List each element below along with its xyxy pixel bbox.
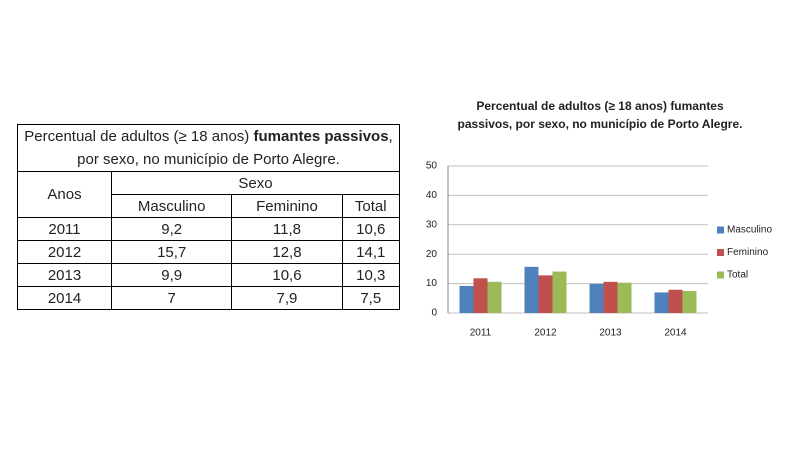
table-cell: 7,5 xyxy=(341,286,401,310)
title-part: , por sexo, no município de Porto Alegre… xyxy=(77,128,393,168)
bar xyxy=(538,275,553,313)
bar xyxy=(617,282,632,313)
bar xyxy=(603,281,618,313)
table-cell: 2014 xyxy=(17,286,112,310)
bar xyxy=(459,285,474,313)
bar xyxy=(654,292,669,313)
header-cell: Total xyxy=(341,194,401,218)
legend-swatch xyxy=(717,271,724,279)
y-tick-label: 50 xyxy=(426,161,438,172)
table-row: 2013 9,9 10,6 10,3 xyxy=(17,263,401,287)
header-cell: Masculino xyxy=(110,194,233,218)
x-tick-label: 2013 xyxy=(599,328,622,339)
table-cell: 7 xyxy=(110,286,233,310)
bar xyxy=(473,278,488,313)
legend-label: Feminino xyxy=(727,247,769,258)
table-title: Percentual de adultos (≥ 18 anos) fumant… xyxy=(17,124,400,172)
title-part: fumantes passivos xyxy=(253,128,389,145)
x-tick-label: 2011 xyxy=(470,328,492,339)
table-cell: 9,9 xyxy=(110,263,233,287)
legend-label: Masculino xyxy=(727,225,772,236)
table-cell: 10,6 xyxy=(341,217,401,241)
y-tick-label: 10 xyxy=(426,278,438,289)
table-row: 2014 7 7,9 7,5 xyxy=(17,286,401,310)
header-cell: Feminino xyxy=(231,194,343,218)
bar xyxy=(682,290,697,313)
table-row: 2012 15,7 12,8 14,1 xyxy=(17,240,401,264)
title-part: Percentual de adultos (≥ 18 anos) xyxy=(24,128,254,145)
data-table: Percentual de adultos (≥ 18 anos) fumant… xyxy=(17,124,401,310)
table-row: 2011 9,2 11,8 10,6 xyxy=(17,217,401,241)
bar xyxy=(524,266,539,313)
bar xyxy=(668,289,683,313)
bar xyxy=(589,283,604,313)
legend-swatch xyxy=(717,226,724,234)
table-cell: 2012 xyxy=(17,240,112,264)
table-cell: 2013 xyxy=(17,263,112,287)
table-cell: 9,2 xyxy=(110,217,233,241)
y-tick-label: 30 xyxy=(426,219,438,230)
y-tick-label: 0 xyxy=(431,308,437,319)
x-tick-label: 2014 xyxy=(664,328,687,339)
y-tick-label: 20 xyxy=(426,249,438,260)
x-tick-label: 2012 xyxy=(534,328,557,339)
table-cell: 2011 xyxy=(17,217,112,241)
table-cell: 7,9 xyxy=(231,286,343,310)
legend-label: Total xyxy=(727,270,748,281)
bar xyxy=(487,281,502,313)
table-cell: 15,7 xyxy=(110,240,233,264)
bar xyxy=(552,271,567,313)
legend-swatch xyxy=(717,249,724,256)
table-cell: 11,8 xyxy=(231,217,343,241)
y-tick-label: 40 xyxy=(426,190,438,201)
chart-title: Percentual de adultos (≥ 18 anos) fumant… xyxy=(457,99,743,131)
table-cell: 14,1 xyxy=(341,240,401,264)
table-cell: 12,8 xyxy=(231,240,343,264)
